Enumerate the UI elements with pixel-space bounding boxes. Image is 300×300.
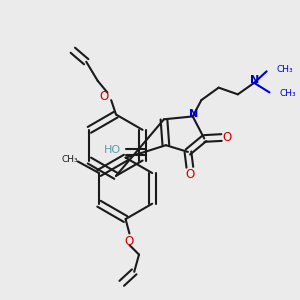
Text: O: O [100, 90, 109, 103]
Text: CH₃: CH₃ [62, 155, 79, 164]
Text: O: O [223, 131, 232, 144]
Text: CH₃: CH₃ [276, 65, 293, 74]
Text: O: O [185, 168, 194, 182]
Text: HO: HO [103, 145, 121, 155]
Text: N: N [250, 75, 260, 85]
Text: N: N [189, 109, 198, 118]
Text: O: O [125, 235, 134, 248]
Text: CH₃: CH₃ [279, 89, 296, 98]
